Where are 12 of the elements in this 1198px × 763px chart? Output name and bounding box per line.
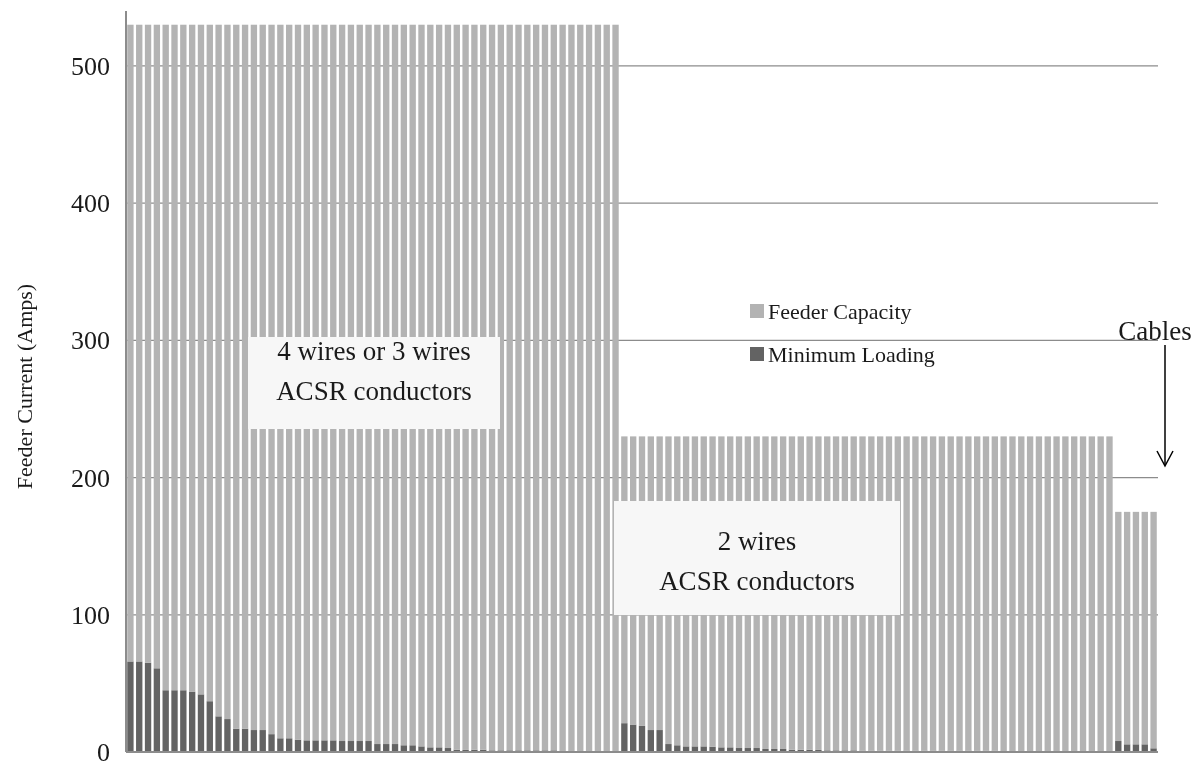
annotation: 4 wires or 3 wires ACSR conductors bbox=[276, 336, 472, 406]
y-tick-label: 300 bbox=[71, 326, 110, 356]
y-axis-title: Feeder Current (Amps) bbox=[12, 283, 37, 490]
y-tick-label: 500 bbox=[71, 51, 110, 81]
y-tick-label: 0 bbox=[97, 738, 110, 763]
annotation: Cables bbox=[1118, 316, 1192, 346]
legend-label: Feeder Capacity bbox=[768, 298, 912, 324]
annotation: 2 wires ACSR conductors bbox=[659, 526, 855, 596]
y-tick-label: 200 bbox=[71, 463, 110, 493]
legend-label: Minimum Loading bbox=[768, 341, 935, 367]
y-tick-label: 100 bbox=[71, 600, 110, 630]
y-tick-label: 400 bbox=[71, 189, 110, 219]
